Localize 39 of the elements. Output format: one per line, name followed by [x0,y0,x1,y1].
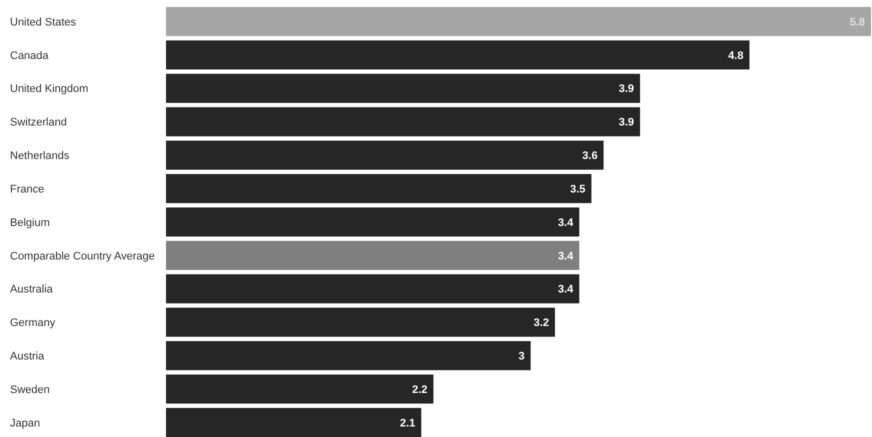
bar [166,207,580,237]
y-tick-label: Sweden [10,384,50,396]
data-label: 3.4 [558,216,574,229]
data-label: 4.8 [728,50,744,62]
bar [166,274,580,304]
y-tick-label: Comparable Country Average [10,250,155,262]
y-tick-label: United Kingdom [10,83,88,96]
bar [166,107,640,136]
y-tick-label: United States [10,16,77,28]
bar [166,374,434,404]
data-label: 3.9 [618,116,634,129]
data-label: 3.6 [582,150,598,162]
y-tick-label: Switzerland [10,116,67,129]
y-tick-label: Australia [10,284,54,296]
y-tick-label: France [10,183,44,196]
bar [166,74,640,103]
bar [166,308,555,337]
y-tick-label: Canada [10,50,50,62]
y-tick-label: Austria [10,350,46,362]
y-tick-label: Netherlands [10,150,70,162]
data-label: 3.9 [618,83,634,96]
bar [166,240,580,270]
bar [166,40,750,70]
data-label: 2.2 [412,384,428,396]
y-tick-label: Germany [10,317,56,330]
data-label: 3 [518,350,525,362]
y-tick-label: Belgium [10,216,50,229]
bar [166,341,531,370]
data-label: 3.5 [570,183,586,196]
y-tick-label: Japan [10,417,40,430]
data-label: 3.2 [534,317,549,330]
bar [166,408,422,437]
data-label: 5.8 [850,16,865,28]
data-label: 2.1 [400,417,416,430]
data-label: 3.4 [558,284,574,296]
data-label: 3.4 [558,250,574,262]
bar [166,7,871,36]
bar [166,140,604,170]
bar [166,174,592,204]
